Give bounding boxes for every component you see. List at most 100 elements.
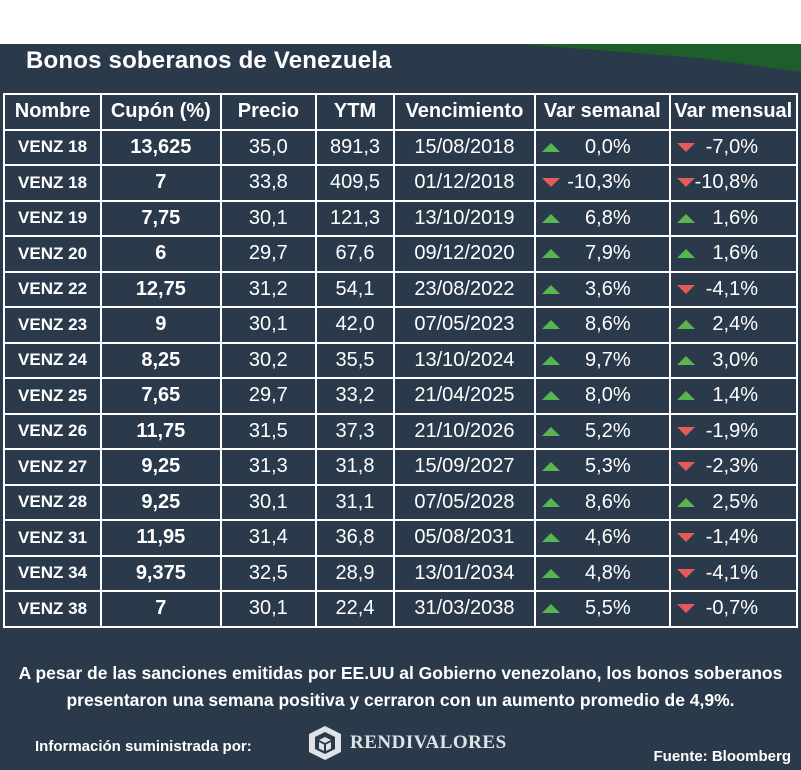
price-cell: 31,3 <box>219 448 318 486</box>
monthly-change-cell: -4,1% <box>668 270 799 308</box>
monthly-change-value: -1,4% <box>705 526 758 549</box>
summary-note: A pesar de las sanciones emitidas por EE… <box>0 660 801 714</box>
arrow-up-icon <box>541 462 560 472</box>
price-cell: 33,8 <box>219 164 318 202</box>
arrow-down-icon <box>676 426 695 436</box>
monthly-change-cell: 2,5% <box>668 483 799 521</box>
arrow-down-icon <box>676 178 695 188</box>
price-cell: 30,1 <box>219 590 318 628</box>
ytm-cell: 28,9 <box>315 554 395 592</box>
arrow-up-icon <box>676 391 695 401</box>
bond-name-cell: VENZ 19 <box>2 199 103 237</box>
table-row: VENZ 28 9,25 30,1 31,1 07/05/2028 8,6% 2,5% <box>2 483 799 521</box>
arrow-down-icon <box>676 533 695 543</box>
coupon-cell: 13,625 <box>100 128 222 166</box>
arrow-up-icon <box>541 568 560 578</box>
monthly-change-cell: -1,9% <box>668 412 799 450</box>
weekly-change-cell: 9,7% <box>533 341 671 379</box>
maturity-cell: 13/01/2034 <box>392 554 536 592</box>
weekly-change-value: 8,0% <box>585 384 631 407</box>
weekly-change-value: 4,8% <box>585 561 631 584</box>
ytm-cell: 54,1 <box>315 270 395 308</box>
arrow-up-icon <box>541 604 560 614</box>
maturity-cell: 05/08/2031 <box>392 519 536 557</box>
ytm-cell: 409,5 <box>315 164 395 202</box>
col-header-nombre: Nombre <box>2 93 103 131</box>
monthly-change-value: 2,4% <box>712 313 758 336</box>
page-title: Bonos soberanos de Venezuela <box>26 47 392 74</box>
arrow-up-icon <box>541 213 560 223</box>
table-row: VENZ 27 9,25 31,3 31,8 15/09/2027 5,3% -2,3% <box>2 448 799 486</box>
ytm-cell: 37,3 <box>315 412 395 450</box>
weekly-change-cell: 5,3% <box>533 448 671 486</box>
monthly-change-value: 1,6% <box>712 206 758 229</box>
bond-name-cell: VENZ 25 <box>2 377 103 415</box>
bond-name-cell: VENZ 26 <box>2 412 103 450</box>
price-cell: 30,1 <box>219 483 318 521</box>
monthly-change-value: -10,8% <box>694 171 758 194</box>
ytm-cell: 121,3 <box>315 199 395 237</box>
maturity-cell: 15/09/2027 <box>392 448 536 486</box>
price-cell: 29,7 <box>219 377 318 415</box>
bond-name-cell: VENZ 27 <box>2 448 103 486</box>
weekly-change-cell: 0,0% <box>533 128 671 166</box>
monthly-change-value: -0,7% <box>705 597 758 620</box>
summary-note-line1: A pesar de las sanciones emitidas por EE… <box>18 663 783 683</box>
monthly-change-value: -2,3% <box>705 455 758 478</box>
maturity-cell: 01/12/2018 <box>392 164 536 202</box>
bonds-table: Nombre Cupón (%) Precio YTM Vencimiento … <box>2 93 799 628</box>
monthly-change-cell: -2,3% <box>668 448 799 486</box>
weekly-change-cell: 5,2% <box>533 412 671 450</box>
arrow-up-icon <box>541 249 560 259</box>
weekly-change-value: 5,3% <box>585 455 631 478</box>
monthly-change-cell: -1,4% <box>668 519 799 557</box>
weekly-change-value: 0,0% <box>585 135 631 158</box>
weekly-change-value: 4,6% <box>585 526 631 549</box>
weekly-change-cell: 4,6% <box>533 519 671 557</box>
table-row: VENZ 18 13,625 35,0 891,3 15/08/2018 0,0% -7,0… <box>2 128 799 166</box>
table-row: VENZ 22 12,75 31,2 54,1 23/08/2022 3,6% -4,1% <box>2 270 799 308</box>
maturity-cell: 09/12/2020 <box>392 235 536 273</box>
weekly-change-value: 8,6% <box>585 490 631 513</box>
table-row: VENZ 20 6 29,7 67,6 09/12/2020 7,9% 1,6% <box>2 235 799 273</box>
col-header-precio: Precio <box>219 93 318 131</box>
col-header-cupon: Cupón (%) <box>100 93 222 131</box>
table-header-row: Nombre Cupón (%) Precio YTM Vencimiento … <box>2 93 799 131</box>
monthly-change-cell: 1,4% <box>668 377 799 415</box>
maturity-cell: 15/08/2018 <box>392 128 536 166</box>
col-header-var-semanal: Var semanal <box>533 93 671 131</box>
arrow-up-icon <box>676 497 695 507</box>
arrow-up-icon <box>676 213 695 223</box>
price-cell: 32,5 <box>219 554 318 592</box>
monthly-change-cell: 1,6% <box>668 235 799 273</box>
weekly-change-value: 9,7% <box>585 348 631 371</box>
maturity-cell: 13/10/2024 <box>392 341 536 379</box>
weekly-change-cell: 6,8% <box>533 199 671 237</box>
monthly-change-cell: 1,6% <box>668 199 799 237</box>
weekly-change-cell: 4,8% <box>533 554 671 592</box>
weekly-change-value: -10,3% <box>567 171 631 194</box>
arrow-up-icon <box>541 320 560 330</box>
bond-name-cell: VENZ 20 <box>2 235 103 273</box>
bond-name-cell: VENZ 31 <box>2 519 103 557</box>
weekly-change-value: 7,9% <box>585 242 631 265</box>
col-header-var-mensual: Var mensual <box>668 93 799 131</box>
info-label: Información suministrada por: <box>35 738 252 755</box>
coupon-cell: 7 <box>100 164 222 202</box>
monthly-change-value: 2,5% <box>712 490 758 513</box>
col-header-vencimiento: Vencimiento <box>392 93 536 131</box>
arrow-down-icon <box>676 462 695 472</box>
monthly-change-cell: -0,7% <box>668 590 799 628</box>
bond-name-cell: VENZ 22 <box>2 270 103 308</box>
weekly-change-cell: 8,6% <box>533 483 671 521</box>
arrow-up-icon <box>676 320 695 330</box>
coupon-cell: 9,375 <box>100 554 222 592</box>
bond-name-cell: VENZ 23 <box>2 306 103 344</box>
maturity-cell: 23/08/2022 <box>392 270 536 308</box>
monthly-change-value: 1,4% <box>712 384 758 407</box>
arrow-up-icon <box>676 355 695 365</box>
arrow-down-icon <box>541 178 560 188</box>
weekly-change-cell: 7,9% <box>533 235 671 273</box>
table-row: VENZ 24 8,25 30,2 35,5 13/10/2024 9,7% 3,0% <box>2 341 799 379</box>
arrow-up-icon <box>541 497 560 507</box>
